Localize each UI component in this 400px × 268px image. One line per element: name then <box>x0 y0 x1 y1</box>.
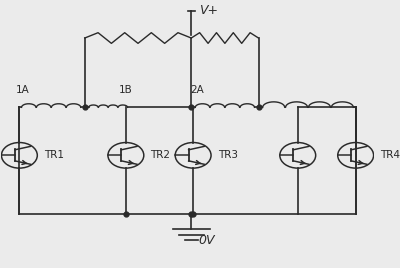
Text: TR3: TR3 <box>218 150 238 160</box>
Text: TR4: TR4 <box>380 150 400 160</box>
Text: 0V: 0V <box>199 234 215 247</box>
Text: V+: V+ <box>199 3 218 17</box>
Text: TR2: TR2 <box>150 150 170 160</box>
Text: 1B: 1B <box>119 85 133 95</box>
Text: 1A: 1A <box>16 85 29 95</box>
Text: 2A: 2A <box>190 85 204 95</box>
Text: TR1: TR1 <box>44 150 64 160</box>
